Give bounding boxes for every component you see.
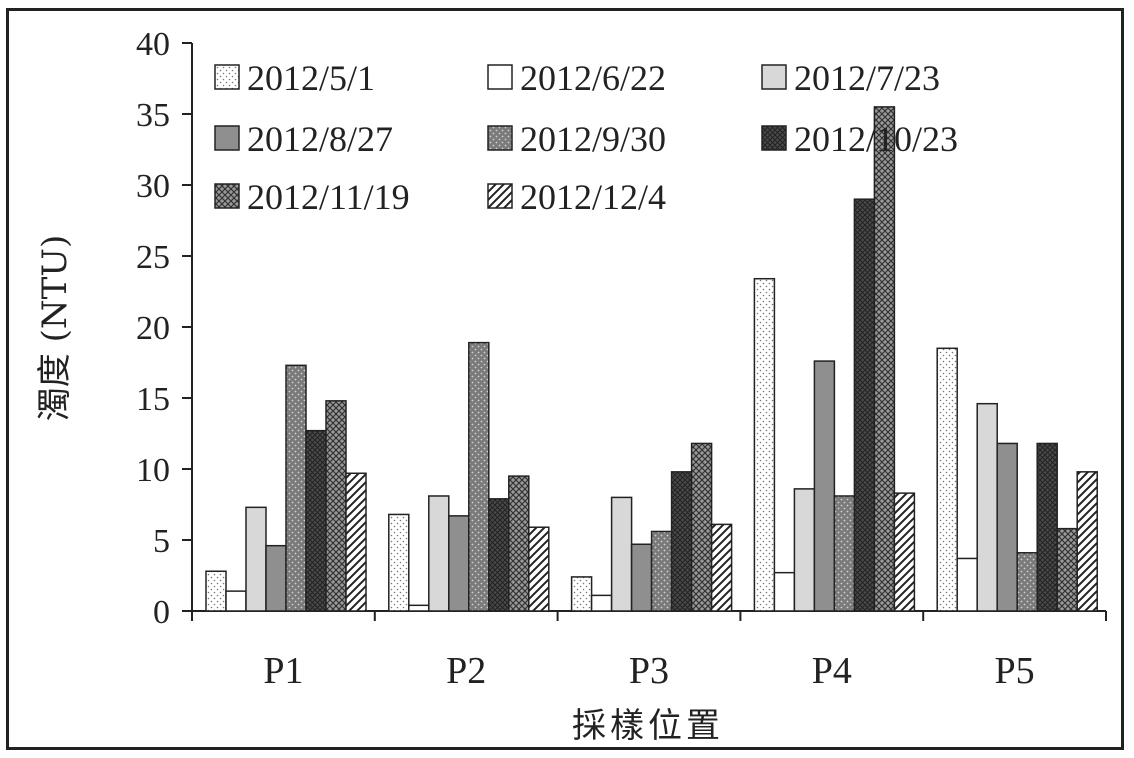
legend-swatch (487, 125, 513, 151)
bar (1036, 442, 1058, 612)
y-tick-label: 40 (136, 26, 170, 63)
legend-label: 2012/7/23 (794, 58, 940, 98)
x-tick-label: P5 (995, 650, 1035, 692)
y-tick-label: 20 (136, 310, 170, 347)
bar (345, 472, 367, 612)
x-tick-label: P2 (446, 650, 486, 692)
bar (325, 400, 347, 612)
bar (528, 526, 550, 612)
bar (428, 495, 450, 612)
bar (610, 496, 633, 612)
bar (996, 442, 1018, 612)
bar (630, 543, 653, 612)
bar (670, 471, 693, 612)
bar (1056, 527, 1078, 612)
bar (936, 347, 958, 612)
bar (833, 495, 856, 612)
bar (690, 442, 713, 612)
legend-swatch (214, 64, 240, 90)
bar (753, 277, 776, 612)
bar (468, 341, 490, 612)
bar (710, 523, 733, 612)
bar (1076, 471, 1098, 612)
legend-label: 2012/9/30 (520, 119, 666, 159)
legend-label: 2012/5/1 (247, 58, 375, 98)
bar (488, 498, 510, 612)
bar (976, 402, 998, 612)
bar (388, 513, 410, 612)
legend-swatch (487, 183, 513, 209)
legend-swatch (761, 64, 787, 90)
bar (853, 198, 876, 612)
bar (408, 604, 430, 612)
bar (793, 488, 816, 612)
y-tick-label: 0 (153, 594, 170, 631)
x-tick-label: P3 (629, 650, 669, 692)
bar (813, 360, 836, 612)
legend-swatch (214, 125, 240, 151)
bar (1016, 552, 1038, 612)
legend-label: 2012/11/19 (247, 177, 410, 217)
y-axis-title: 濁度 (NTU) (35, 235, 75, 421)
y-tick-label: 10 (136, 452, 170, 489)
bar (448, 515, 470, 612)
bars (205, 106, 1098, 612)
legend: 2012/5/1 2012/6/22 2012/7/23 2012/8/27 2012/… (214, 58, 958, 217)
bar (873, 106, 896, 612)
bar (590, 594, 613, 612)
bar (893, 492, 916, 612)
bar (650, 530, 673, 612)
bar (956, 557, 978, 612)
x-axis-title: 採樣位置 (572, 706, 724, 746)
bar (225, 590, 247, 612)
bar (285, 364, 307, 612)
bar (773, 571, 796, 612)
y-tick-label: 25 (136, 239, 170, 276)
y-tick-label: 15 (136, 381, 170, 418)
bar (508, 475, 530, 612)
legend-label: 2012/6/22 (520, 58, 666, 98)
y-tick-label: 5 (153, 523, 170, 560)
y-tick-label: 35 (136, 97, 170, 134)
bar (305, 429, 327, 612)
legend-label: 2012/12/4 (520, 177, 666, 217)
x-axis: P1 P2 P3 P4 P5 (191, 610, 1107, 692)
bar (205, 570, 227, 612)
legend-label: 2012/8/27 (247, 119, 393, 159)
x-tick-label: P1 (263, 650, 303, 692)
x-tick-label: P4 (812, 650, 852, 692)
y-axis: 0 5 10 15 20 25 30 35 40 (136, 26, 193, 631)
bar (245, 506, 267, 612)
legend-swatch (487, 64, 513, 90)
legend-swatch (214, 183, 240, 209)
bar (570, 576, 593, 612)
bar (265, 544, 287, 612)
legend-label: 2012/10/23 (794, 119, 958, 159)
legend-swatch (761, 125, 787, 151)
y-tick-label: 30 (136, 168, 170, 205)
